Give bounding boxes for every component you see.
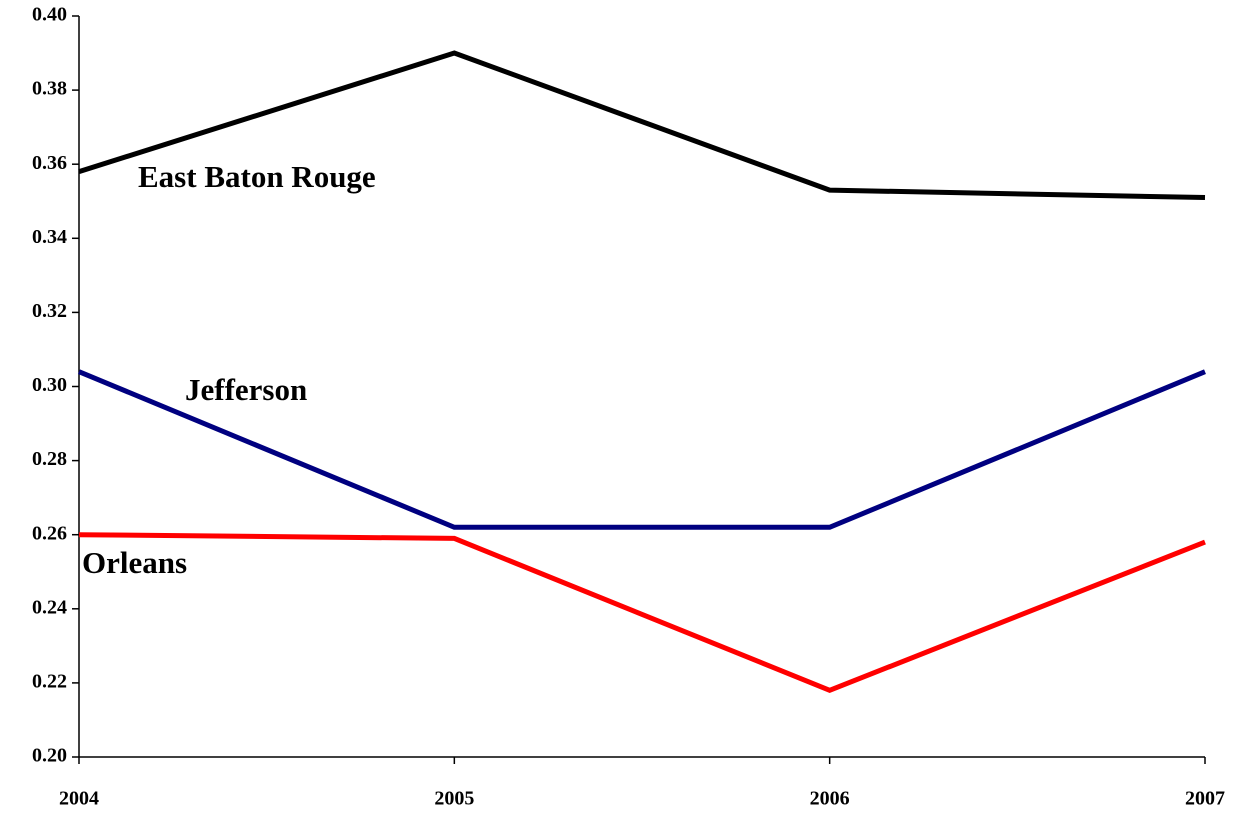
series-line <box>78 369 1206 530</box>
series-line <box>78 50 1206 201</box>
y-tick-label: 0.38 <box>32 78 67 100</box>
series-line <box>78 532 1206 694</box>
x-tick-label: 2005 <box>434 788 474 810</box>
y-tick-label: 0.22 <box>32 670 67 692</box>
x-tick-label: 2006 <box>810 788 850 810</box>
y-tick-label: 0.36 <box>32 152 67 174</box>
x-tick-label: 2007 <box>1185 788 1225 810</box>
series-label: Jefferson <box>185 372 307 407</box>
series-label: East Baton Rouge <box>138 159 376 194</box>
y-tick-label: 0.34 <box>32 226 67 248</box>
x-tick-label: 2004 <box>59 788 99 810</box>
y-tick-label: 0.30 <box>32 374 67 396</box>
y-tick-label: 0.32 <box>32 300 67 322</box>
y-tick-label: 0.20 <box>32 745 67 767</box>
y-tick-label: 0.28 <box>32 448 67 470</box>
series-label: Orleans <box>82 545 187 580</box>
y-tick-label: 0.26 <box>32 522 67 544</box>
y-tick-label: 0.40 <box>32 4 67 26</box>
y-tick-label: 0.24 <box>32 596 67 618</box>
